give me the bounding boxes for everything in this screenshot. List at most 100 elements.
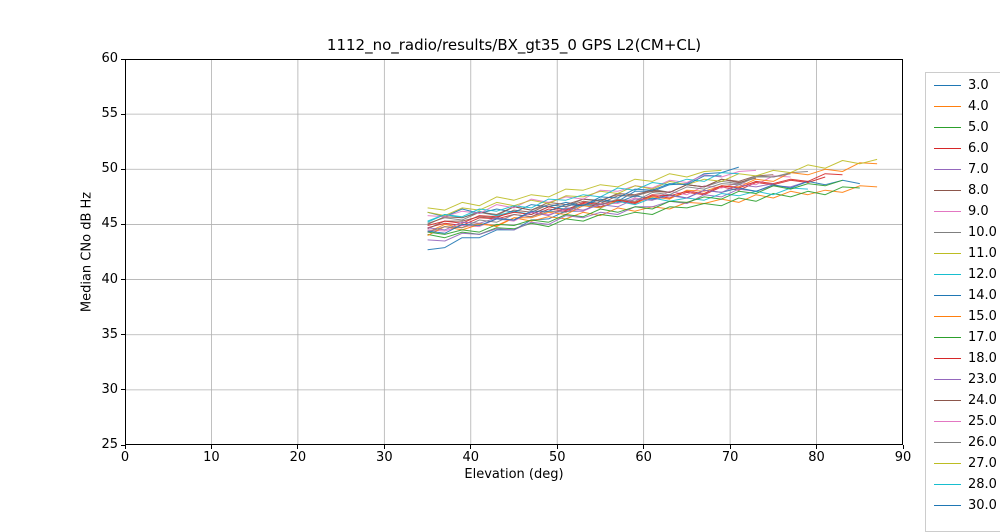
y-tick-mark: [121, 389, 125, 391]
legend-item-23.0: 23.0: [934, 369, 1000, 390]
x-tick-label: 0: [120, 450, 130, 465]
series-line-7.0: [427, 180, 809, 242]
legend-line-swatch: [934, 295, 961, 296]
legend-label: 14.0: [968, 288, 997, 303]
legend-label: 4.0: [968, 99, 989, 114]
series-line-24.0: [427, 177, 757, 225]
y-tick-mark: [121, 444, 125, 446]
legend-line-swatch: [934, 358, 961, 359]
series-line-9.0: [427, 175, 791, 232]
legend-item-6.0: 6.0: [934, 138, 1000, 159]
legend-label: 15.0: [968, 309, 997, 324]
x-tick-label: 90: [894, 450, 912, 465]
series-line-15.0: [427, 162, 878, 236]
y-tick-label: 50: [101, 161, 118, 177]
plot-area: [125, 59, 903, 445]
legend-label: 6.0: [968, 141, 989, 156]
series-line-14.0: [427, 179, 860, 218]
x-tick-label: 20: [289, 450, 307, 465]
legend-item-25.0: 25.0: [934, 411, 1000, 432]
x-tick-mark: [383, 445, 385, 449]
series-line-28.0: [427, 172, 739, 223]
y-axis-label: Median CNo dB Hz: [79, 191, 95, 313]
legend-line-swatch: [934, 337, 961, 338]
legend-label: 25.0: [968, 414, 997, 429]
legend-line-swatch: [934, 211, 961, 212]
legend-label: 28.0: [968, 477, 997, 492]
legend-item-18.0: 18.0: [934, 348, 1000, 369]
x-axis-label: Elevation (deg): [464, 467, 564, 482]
x-tick-label: 60: [635, 450, 652, 465]
x-tick-mark: [124, 445, 126, 449]
x-tick-label: 10: [203, 450, 220, 465]
legend-label: 11.0: [968, 246, 997, 261]
legend-label: 12.0: [968, 267, 997, 282]
x-tick-label: 50: [548, 450, 566, 465]
legend-line-swatch: [934, 85, 961, 86]
y-tick-label: 25: [101, 437, 118, 452]
y-tick-mark: [121, 223, 125, 225]
legend-label: 7.0: [968, 162, 989, 177]
y-tick-label: 35: [101, 326, 118, 342]
legend-item-26.0: 26.0: [934, 432, 1000, 453]
legend-label: 8.0: [968, 183, 989, 198]
legend-label: 24.0: [968, 393, 997, 408]
legend-label: 30.0: [968, 498, 997, 513]
legend-line-swatch: [934, 463, 961, 464]
legend-item-3.0: 3.0: [934, 75, 1000, 96]
legend: 3.0 4.0 5.0 6.0 7.0 8.0 9.0 10.0 11.0 12.0 14.0 15.…: [925, 72, 1000, 532]
x-tick-mark: [816, 445, 818, 449]
legend-label: 3.0: [968, 78, 989, 93]
legend-item-11.0: 11.0: [934, 243, 1000, 264]
legend-line-swatch: [934, 148, 961, 149]
legend-line-swatch: [934, 316, 961, 317]
legend-label: 23.0: [968, 372, 997, 387]
legend-line-swatch: [934, 484, 961, 485]
legend-line-swatch: [934, 400, 961, 401]
x-tick-mark: [297, 445, 299, 449]
plot-canvas: [125, 59, 903, 445]
legend-label: 18.0: [968, 351, 997, 366]
legend-line-swatch: [934, 127, 961, 128]
legend-item-8.0: 8.0: [934, 180, 1000, 201]
x-tick-mark: [556, 445, 558, 449]
legend-item-15.0: 15.0: [934, 306, 1000, 327]
series-line-26.0: [427, 173, 791, 233]
x-tick-mark: [643, 445, 645, 449]
y-tick-label: 55: [101, 106, 118, 122]
x-tick-mark: [902, 445, 904, 449]
legend-line-swatch: [934, 190, 961, 191]
legend-item-24.0: 24.0: [934, 390, 1000, 411]
x-tick-mark: [210, 445, 212, 449]
x-tick-label: 40: [462, 450, 480, 465]
y-tick-mark: [121, 334, 125, 336]
series-line-5.0: [427, 186, 860, 239]
y-tick-label: 40: [101, 271, 118, 287]
legend-label: 10.0: [968, 225, 997, 240]
x-tick-mark: [470, 445, 472, 449]
figure: 1112_no_radio/results/BX_gt35_0 GPS L2(C…: [79, 36, 1000, 532]
legend-line-swatch: [934, 169, 961, 170]
y-tick-label: 60: [101, 51, 118, 66]
legend-item-17.0: 17.0: [934, 327, 1000, 348]
legend-item-30.0: 30.0: [934, 495, 1000, 516]
chart-title: 1112_no_radio/results/BX_gt35_0 GPS L2(C…: [326, 36, 702, 54]
legend-line-swatch: [934, 232, 961, 233]
legend-line-swatch: [934, 379, 961, 380]
series-line-27.0: [427, 158, 878, 217]
legend-item-27.0: 27.0: [934, 453, 1000, 474]
legend-item-28.0: 28.0: [934, 474, 1000, 495]
legend-label: 26.0: [968, 435, 997, 450]
legend-line-swatch: [934, 421, 961, 422]
y-tick-mark: [121, 113, 125, 115]
series-line-30.0: [427, 175, 722, 234]
legend-line-swatch: [934, 274, 961, 275]
y-tick-mark: [121, 279, 125, 281]
legend-item-4.0: 4.0: [934, 96, 1000, 117]
axes-spines: [125, 59, 903, 445]
legend-label: 27.0: [968, 456, 997, 471]
y-tick-mark: [121, 168, 125, 170]
y-tick-label: 30: [101, 381, 118, 397]
legend-label: 5.0: [968, 120, 989, 135]
legend-line-swatch: [934, 106, 961, 107]
